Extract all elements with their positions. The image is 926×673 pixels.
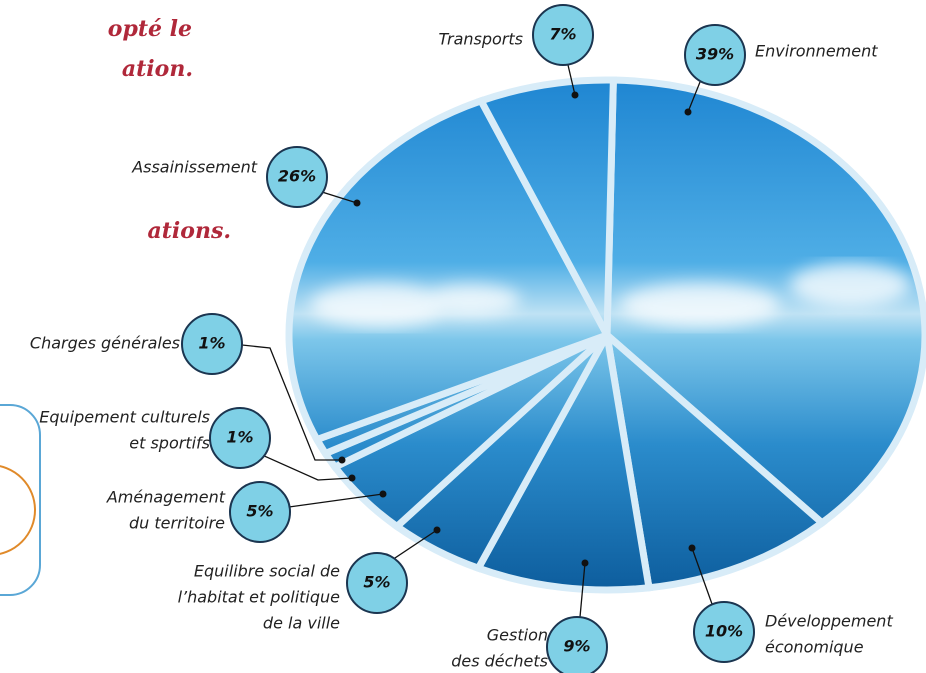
leader-dot	[581, 559, 589, 567]
value-label: 7%	[549, 25, 576, 44]
category-label: économique	[765, 638, 864, 657]
value-bubble	[346, 552, 408, 614]
value-bubble	[684, 24, 746, 86]
value-label: 1%	[226, 428, 253, 447]
header-fragment: ation.	[122, 56, 193, 82]
pie-slice	[601, 325, 828, 592]
category-label: Equilibre social de	[194, 562, 340, 581]
pie-slice	[285, 96, 613, 444]
decor-circle	[0, 465, 36, 555]
leader-dot	[348, 474, 356, 482]
leader-dot	[338, 456, 346, 464]
leader-dot	[379, 490, 387, 498]
leader-dot	[433, 526, 441, 534]
pie	[285, 76, 926, 594]
clouds	[310, 263, 910, 327]
category-label: et sportifs	[129, 434, 210, 453]
category-label: de la ville	[263, 614, 340, 633]
leader-dot	[688, 544, 696, 552]
category-label: Développement	[765, 612, 893, 631]
value-label: 5%	[363, 573, 390, 592]
value-bubble	[532, 4, 594, 66]
category-label: Equipement culturels	[39, 408, 210, 427]
labels: 39% Environnement 10% Développement économiq…	[30, 4, 893, 673]
category-label: des déchets	[451, 652, 548, 671]
value-bubble	[266, 146, 328, 208]
category-label: Aménagement	[106, 488, 226, 507]
value-bubble	[693, 601, 755, 663]
leader-dot	[353, 199, 361, 207]
category-label: du territoire	[129, 514, 225, 533]
pie-slice	[476, 76, 617, 349]
category-label: Charges générales	[30, 334, 180, 353]
header-fragment: ations.	[148, 218, 232, 244]
category-label: Transports	[438, 30, 523, 49]
header-fragment: opté le	[108, 16, 192, 42]
category-label: Environnement	[755, 42, 878, 61]
value-bubble	[229, 481, 291, 543]
category-label: Gestion	[487, 626, 548, 645]
leader-dot	[684, 108, 692, 116]
decor-shape	[0, 404, 41, 596]
value-label: 9%	[563, 637, 590, 656]
value-label: 26%	[278, 167, 316, 186]
category-label: Assainissement	[131, 158, 258, 177]
value-bubble	[546, 616, 608, 673]
category-label: l’habitat et politique	[178, 588, 341, 607]
leader-dot	[571, 91, 579, 99]
value-label: 1%	[198, 334, 225, 353]
value-label: 10%	[705, 622, 743, 641]
value-label: 39%	[696, 45, 734, 64]
value-bubble	[209, 407, 271, 469]
value-bubble	[181, 313, 243, 375]
pie-slice	[473, 324, 654, 594]
value-label: 5%	[246, 502, 273, 521]
